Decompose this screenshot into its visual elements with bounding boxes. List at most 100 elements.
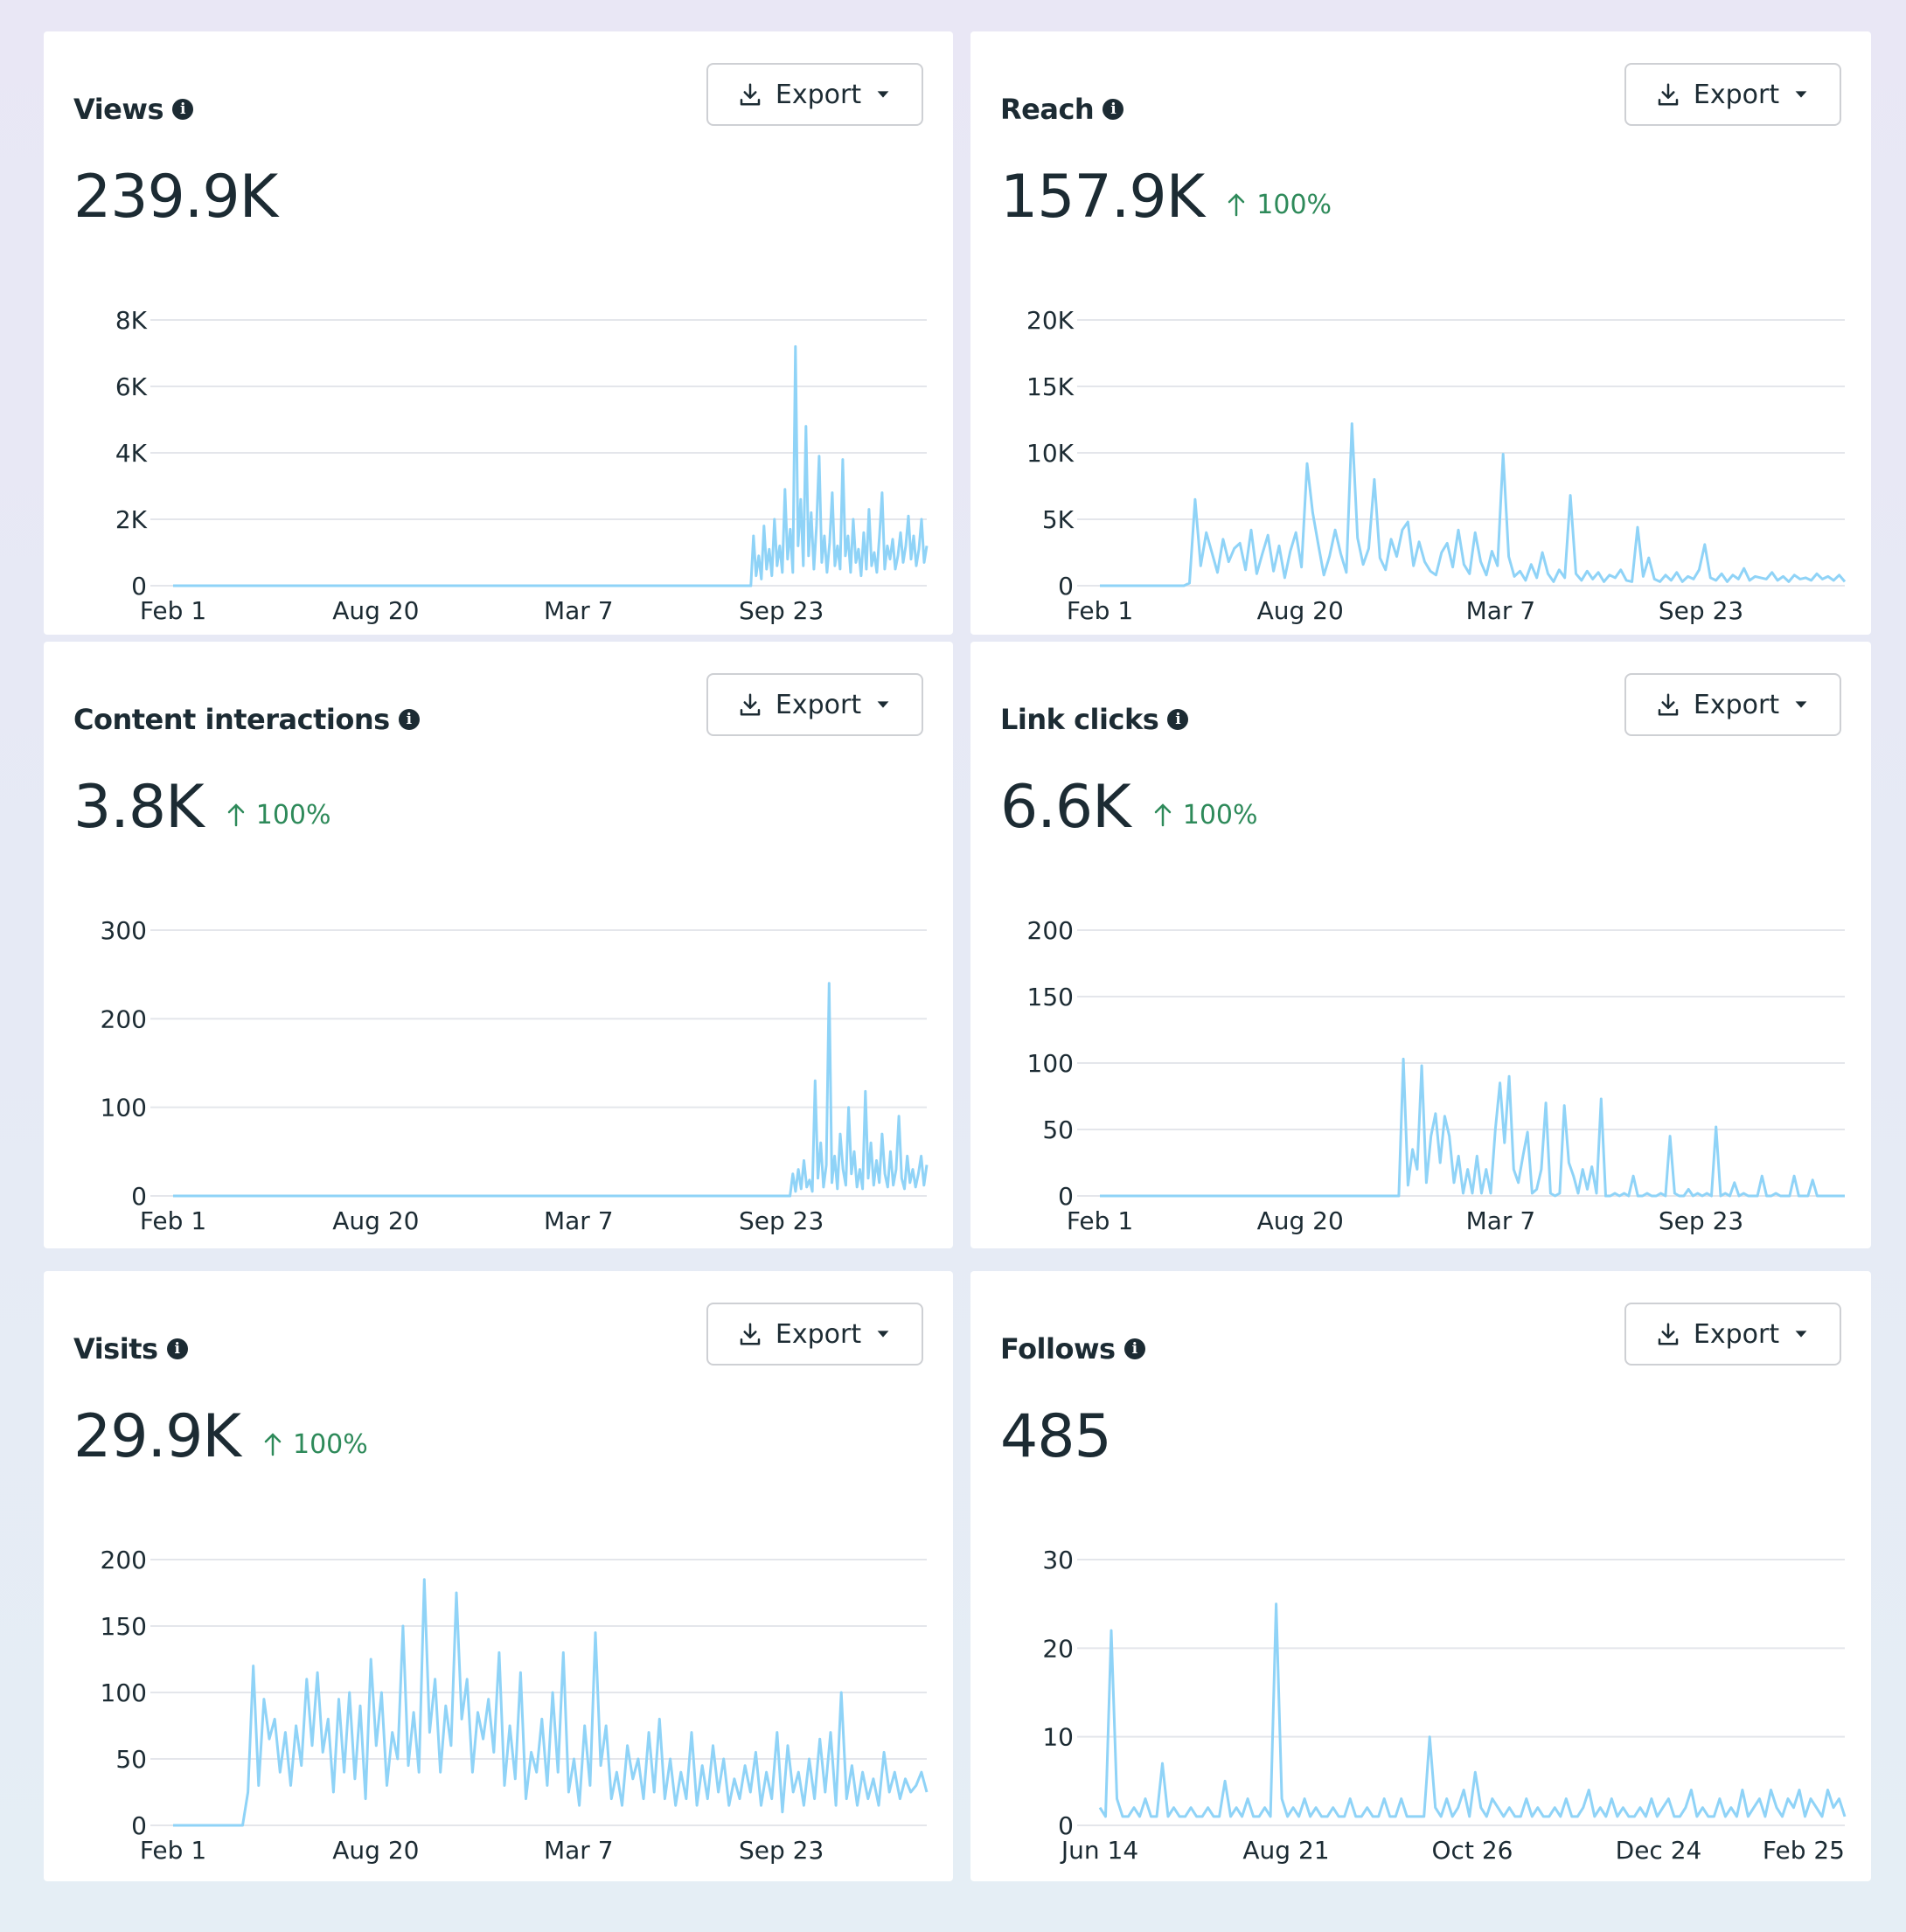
x-tick-label: Dec 24 [1616,1836,1702,1865]
info-icon[interactable]: i [166,1338,188,1359]
x-tick-label: Aug 20 [332,1836,419,1865]
line-chart: 0 10 20 30 Jun 14 Aug 21 Oct 26 Dec 24 Feb 25 [1042,1546,1847,1865]
arrow-up-icon [1228,193,1245,217]
y-tick-label: 30 [1042,1546,1074,1574]
card-title: Visits i [73,1332,188,1366]
series-line [173,982,929,1198]
x-tick-label: Mar 7 [544,596,614,625]
series-line [1100,422,1847,587]
info-icon[interactable]: i [1167,709,1189,730]
y-tick-label: 10K [1026,439,1075,468]
y-tick-label: 100 [1027,1049,1074,1078]
export-button[interactable]: Export [706,673,923,736]
download-icon [740,1323,761,1345]
metric-value: 3.8K [73,773,205,842]
series-line [173,344,929,587]
series-line [1100,1057,1845,1198]
y-tick-label: 100 [101,1678,147,1707]
y-tick-label: 0 [131,1182,147,1211]
y-tick-label: 200 [101,1004,147,1033]
y-tick-label: 100 [101,1094,147,1122]
metric-change-value: 100% [293,1428,368,1460]
metric-change-value: 100% [255,799,331,830]
card-reach: Reach i Export 157.9K 100% 0 5K 10K 15K 20K Feb 1 A… [970,31,1871,635]
y-tick-label: 0 [131,572,147,601]
y-tick-label: 200 [1027,916,1074,945]
x-tick-label: Mar 7 [1466,1206,1536,1235]
export-button[interactable]: Export [1624,673,1841,736]
y-tick-label: 200 [101,1546,147,1574]
x-tick-label: Feb 25 [1763,1836,1845,1865]
y-tick-label: 0 [1058,1811,1074,1840]
metric-value: 485 [1000,1402,1112,1471]
y-tick-label: 4K [115,439,148,468]
card-views: Views i Export 239.9K 0 2K 4K 6K 8K Feb 1 Aug 20 Ma… [44,31,953,635]
card-content-interactions: Content interactions i Export 3.8K 100% 0 100 2… [44,642,953,1248]
caret-down-icon [1795,91,1807,98]
metric-value: 157.9K [1000,163,1205,232]
x-tick-label: Sep 23 [739,1206,824,1235]
export-button-label: Export [1693,1318,1780,1350]
x-tick-label: Aug 21 [1242,1836,1329,1865]
download-icon [740,83,761,106]
info-icon[interactable]: i [1123,1338,1145,1359]
x-tick-label: Feb 1 [140,1206,206,1235]
metric-change: 100% [1153,800,1258,830]
metric-change-value: 100% [1182,799,1258,830]
y-tick-label: 50 [1042,1115,1074,1144]
y-tick-label: 5K [1042,505,1075,534]
y-tick-label: 10 [1042,1723,1074,1752]
info-icon[interactable]: i [1103,99,1124,120]
x-tick-label: Sep 23 [1659,596,1743,625]
caret-down-icon [1795,1331,1807,1338]
export-button-label: Export [775,1318,862,1350]
x-tick-label: Sep 23 [739,596,824,625]
x-tick-label: Mar 7 [544,1836,614,1865]
x-tick-label: Feb 1 [140,596,206,625]
metric: 157.9K 100% [1000,163,1332,232]
line-chart: 0 50 100 150 200 Feb 1 Aug 20 Mar 7 Sep 23 [1027,916,1845,1235]
series-line [173,1578,929,1827]
y-tick-label: 20 [1042,1634,1074,1663]
y-tick-label: 150 [1027,983,1074,1011]
x-tick-label: Feb 1 [1067,1206,1133,1235]
card-title: Link clicks i [1000,703,1189,736]
y-tick-label: 50 [115,1745,147,1774]
export-button-label: Export [1693,79,1780,110]
export-button[interactable]: Export [706,63,923,126]
download-icon [1658,83,1679,106]
line-chart: 0 100 200 300 Feb 1 Aug 20 Mar 7 Sep 23 [101,916,929,1235]
x-tick-label: Sep 23 [739,1836,824,1865]
x-tick-label: Jun 14 [1060,1836,1138,1865]
x-tick-label: Mar 7 [544,1206,614,1235]
y-tick-label: 0 [1058,572,1074,601]
card-title: Reach i [1000,93,1124,126]
x-tick-label: Oct 26 [1432,1836,1513,1865]
export-button[interactable]: Export [1624,63,1841,126]
card-visits: Visits i Export 29.9K 100% 0 50 100 150 200 Feb 1 A… [44,1271,953,1881]
y-tick-label: 20K [1026,306,1075,335]
y-tick-label: 2K [115,505,148,534]
metric-change: 100% [263,1429,368,1460]
metric: 239.9K [73,163,278,232]
export-button-label: Export [1693,689,1780,720]
y-tick-label: 300 [101,916,147,945]
metric: 3.8K 100% [73,773,331,842]
y-tick-label: 15K [1026,372,1075,401]
caret-down-icon [877,1331,889,1338]
export-button-label: Export [775,79,862,110]
metric-change: 100% [226,800,331,830]
card-title-text: Views [73,93,163,126]
info-icon[interactable]: i [398,709,420,730]
x-tick-label: Mar 7 [1466,596,1536,625]
y-tick-label: 6K [115,372,148,401]
info-icon[interactable]: i [171,99,193,120]
metric-value: 6.6K [1000,773,1131,842]
arrow-up-icon [264,1433,282,1456]
export-button[interactable]: Export [1624,1303,1841,1366]
export-button[interactable]: Export [706,1303,923,1366]
card-title-text: Reach [1000,93,1095,126]
metric-value: 239.9K [73,163,278,232]
x-tick-label: Sep 23 [1659,1206,1743,1235]
